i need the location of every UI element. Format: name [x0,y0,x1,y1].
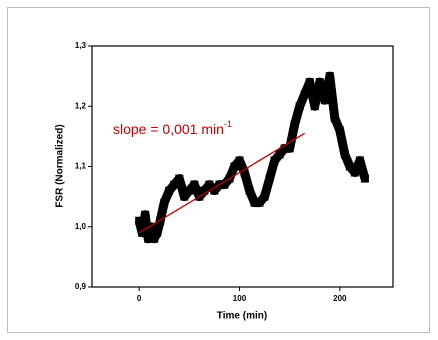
data-point [210,186,219,195]
trend-line [138,132,306,234]
data-point [147,222,156,231]
data-point [150,234,159,243]
y-tick-label: 0,9 [75,282,87,291]
data-point [305,78,314,87]
data-point [355,156,364,165]
data-point [180,192,189,201]
data-point [190,180,199,189]
data-point [345,162,354,171]
data-point [230,162,239,171]
data-point [141,210,150,219]
annotation: slope = 0,001 min-1 [113,119,232,136]
data-point [175,174,184,183]
data-point [144,234,153,243]
data-point [260,192,269,201]
annotation-text: slope = 0,001 min [113,121,224,137]
data-point [240,168,249,177]
data-point [245,186,254,195]
y-tick-label: 1,3 [75,41,87,50]
x-tick-label: 100 [233,294,247,303]
data-point [360,174,369,183]
data-point [135,216,144,225]
y-tick-label: 1,1 [75,162,87,171]
data-point [200,186,209,195]
data-point [170,180,179,189]
data-point [185,186,194,195]
data-point [320,96,329,105]
y-tick-label: 1,0 [75,222,87,231]
x-axis-label: Time (min) [217,311,267,322]
data-point [290,120,299,129]
data-point [335,126,344,135]
data-point [315,78,324,87]
data-point [310,102,319,111]
data-point [285,144,294,153]
data-point [270,156,279,165]
data-point [275,150,284,159]
data-point [153,228,162,237]
data-point [205,180,214,189]
x-tick-label: 0 [137,294,142,303]
data-point [220,180,229,189]
data-point [325,72,334,81]
y-tick-label: 1,2 [75,101,87,110]
data-point [235,156,244,165]
data-point [330,114,339,123]
x-tick-label: 200 [333,294,347,303]
data-point [165,186,174,195]
data-point [300,90,309,99]
data-point [340,150,349,159]
data-point [280,144,289,153]
data-point [295,102,304,111]
data-point [160,198,169,207]
data-point [138,228,147,237]
data-point [350,168,359,177]
annotation-superscript: -1 [224,119,232,129]
data-point [255,198,264,207]
y-axis-label: FSR (Normalized) [55,124,66,207]
data-point [250,198,259,207]
data-point [265,174,274,183]
